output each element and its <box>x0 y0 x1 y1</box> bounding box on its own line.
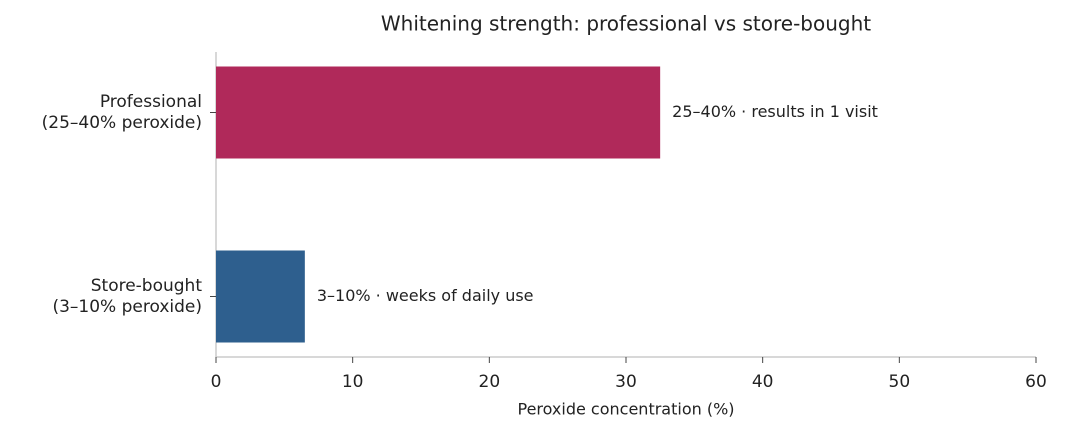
x-tick-label: 0 <box>211 372 222 392</box>
bar-annotation: 3–10% · weeks of daily use <box>317 286 534 305</box>
x-tick-label: 20 <box>479 372 501 392</box>
bar <box>216 250 305 343</box>
x-tick-label: 30 <box>615 372 637 392</box>
x-axis-label: Peroxide concentration (%) <box>517 400 734 419</box>
x-tick-label: 60 <box>1025 372 1047 392</box>
bar-annotation: 25–40% · results in 1 visit <box>672 102 878 121</box>
x-tick-label: 10 <box>342 372 364 392</box>
bar <box>216 66 661 159</box>
x-tick-label: 40 <box>752 372 774 392</box>
x-tick-label: 50 <box>889 372 911 392</box>
y-tick-label: Store-bought (3–10% peroxide) <box>52 276 202 317</box>
y-tick-label: Professional (25–40% peroxide) <box>42 92 202 133</box>
chart-title: Whitening strength: professional vs stor… <box>381 12 871 36</box>
